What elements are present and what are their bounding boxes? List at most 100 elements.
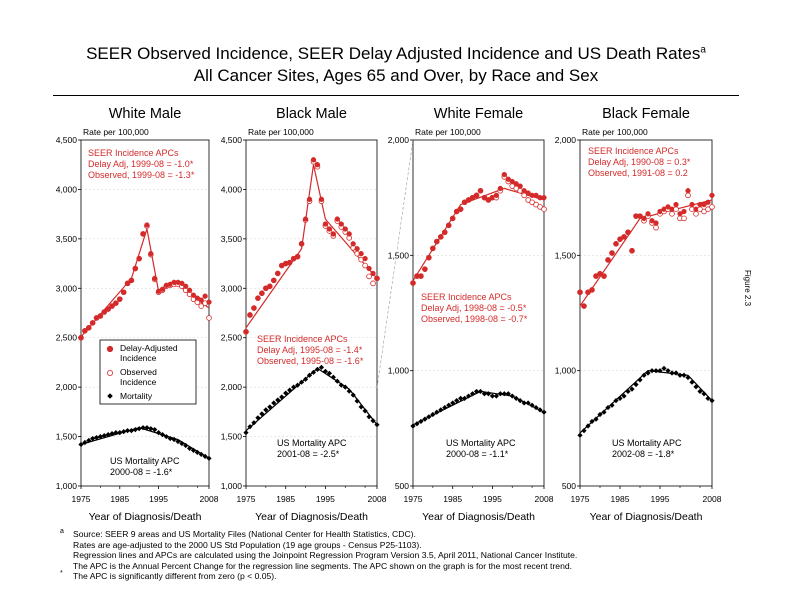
delay-adjusted-point	[310, 157, 317, 163]
mortality-point	[346, 388, 352, 394]
delay-adjusted-point	[342, 226, 348, 232]
legend-observed-label: Incidence	[120, 377, 157, 387]
y-tick-label: 4,000	[221, 184, 243, 194]
mortality-point	[194, 449, 200, 455]
mortality-point	[633, 381, 639, 388]
mortality-point	[179, 440, 185, 447]
mortality-point	[681, 372, 687, 378]
delay-adjusted-point	[267, 283, 273, 289]
mortality-point	[685, 374, 691, 381]
delay-adjusted-point	[541, 195, 547, 201]
incidence-apc-annotation: SEER Incidence APCs	[257, 334, 348, 344]
delay-adjusted-point	[374, 275, 380, 282]
incidence-apc-annotation: Observed, 1995-08 = -1.6*	[257, 356, 364, 366]
delay-adjusted-point	[121, 289, 127, 295]
delay-adjusted-point	[190, 292, 197, 298]
legend-delay-label: Delay-Adjusted	[120, 343, 178, 353]
delay-adjusted-point	[330, 231, 336, 237]
x-tick-label: 1995	[149, 494, 168, 504]
y-tick-label: 3,000	[56, 283, 78, 293]
y-tick-label: 1,000	[388, 366, 410, 376]
x-axis-label: Year of Diagnosis/Death	[422, 511, 535, 523]
x-tick-label: 1985	[276, 494, 295, 504]
mortality-point	[206, 455, 212, 461]
mortality-point	[322, 368, 328, 374]
x-tick-label: 1985	[110, 494, 129, 504]
delay-adjusted-point	[497, 185, 503, 192]
delay-adjusted-point	[140, 231, 146, 237]
title-superscript: a	[700, 44, 706, 56]
mortality-point	[159, 431, 166, 438]
mortality-point	[128, 428, 135, 434]
delay-adjusted-point	[78, 335, 84, 341]
mortality-point	[202, 453, 208, 459]
y-tick-label: 1,000	[221, 481, 243, 491]
delay-adjusted-point	[152, 275, 158, 282]
incidence-apc-annotation: SEER Incidence APCs	[421, 292, 512, 302]
delay-adjusted-point	[105, 306, 111, 312]
mortality-point	[665, 368, 671, 374]
legend-observed-label: Observed	[120, 367, 157, 377]
mortality-point	[295, 382, 301, 388]
delay-adjusted-trend-line	[80, 228, 210, 338]
mortality-trend-line	[412, 390, 545, 426]
mortality-apc-annotation: 2000-08 = -1.1*	[446, 449, 509, 459]
panel-title: White Male	[109, 106, 182, 122]
delay-adjusted-point	[653, 220, 659, 226]
mortality-point	[152, 427, 158, 433]
observed-point	[653, 224, 659, 231]
incidence-apc-annotation: Delay Adj, 1999-08 = -1.0*	[88, 159, 194, 169]
y-tick-label: 1,500	[221, 432, 243, 442]
x-tick-label: 1995	[316, 494, 335, 504]
observed-point	[198, 303, 205, 309]
delay-adjusted-point	[370, 270, 376, 277]
mortality-point	[350, 392, 356, 398]
delay-adjusted-point	[521, 188, 527, 194]
y-tick-label: 2,000	[56, 382, 78, 392]
delay-adjusted-point	[86, 325, 92, 331]
delay-adjusted-point	[117, 296, 123, 302]
mortality-point	[124, 428, 131, 434]
mortality-point	[418, 418, 424, 425]
delay-adjusted-point	[613, 241, 619, 247]
delay-adjusted-point	[593, 273, 599, 279]
delay-adjusted-point	[649, 218, 655, 224]
delay-adjusted-point	[148, 251, 154, 257]
delay-adjusted-point	[109, 303, 115, 309]
mortality-point	[255, 415, 261, 421]
mortality-point	[334, 378, 340, 384]
delay-adjusted-point	[318, 196, 325, 202]
observed-point	[206, 315, 212, 321]
footnote-mark: *	[60, 570, 63, 578]
mortality-point	[366, 414, 372, 420]
mortality-point	[117, 430, 123, 436]
mortality-point	[446, 402, 452, 408]
delay-adjusted-point	[705, 199, 711, 205]
mortality-point	[190, 447, 197, 454]
incidence-apc-annotation: Delay Adj, 1990-08 = 0.3*	[588, 157, 691, 167]
delay-adjusted-point	[198, 297, 204, 303]
mortality-point	[581, 428, 587, 434]
mortality-point	[621, 393, 627, 399]
mortality-point	[689, 379, 695, 385]
mortality-point	[93, 434, 100, 441]
delay-adjusted-point	[438, 234, 444, 240]
y-tick-label: 4,500	[56, 135, 78, 145]
observed-point	[681, 215, 687, 222]
mortality-trend-line	[80, 427, 210, 459]
mortality-apc-annotation: US Mortality APC	[612, 438, 682, 448]
mortality-point	[414, 421, 420, 427]
delay-adjusted-point	[442, 229, 448, 235]
mortality-point	[410, 423, 416, 429]
delay-adjusted-point	[338, 221, 344, 227]
mortality-point	[469, 391, 476, 397]
y-tick-label: 2,000	[555, 135, 577, 145]
mortality-point	[263, 407, 269, 413]
mortality-point	[477, 388, 484, 395]
x-axis-label: Year of Diagnosis/Death	[89, 511, 202, 523]
delay-adjusted-point	[354, 246, 360, 252]
delay-adjusted-point	[247, 312, 253, 318]
delay-adjusted-point	[645, 211, 651, 217]
footnote-row: The APC is the Annual Percent Change for…	[60, 561, 577, 572]
delay-adjusted-point	[101, 309, 107, 315]
